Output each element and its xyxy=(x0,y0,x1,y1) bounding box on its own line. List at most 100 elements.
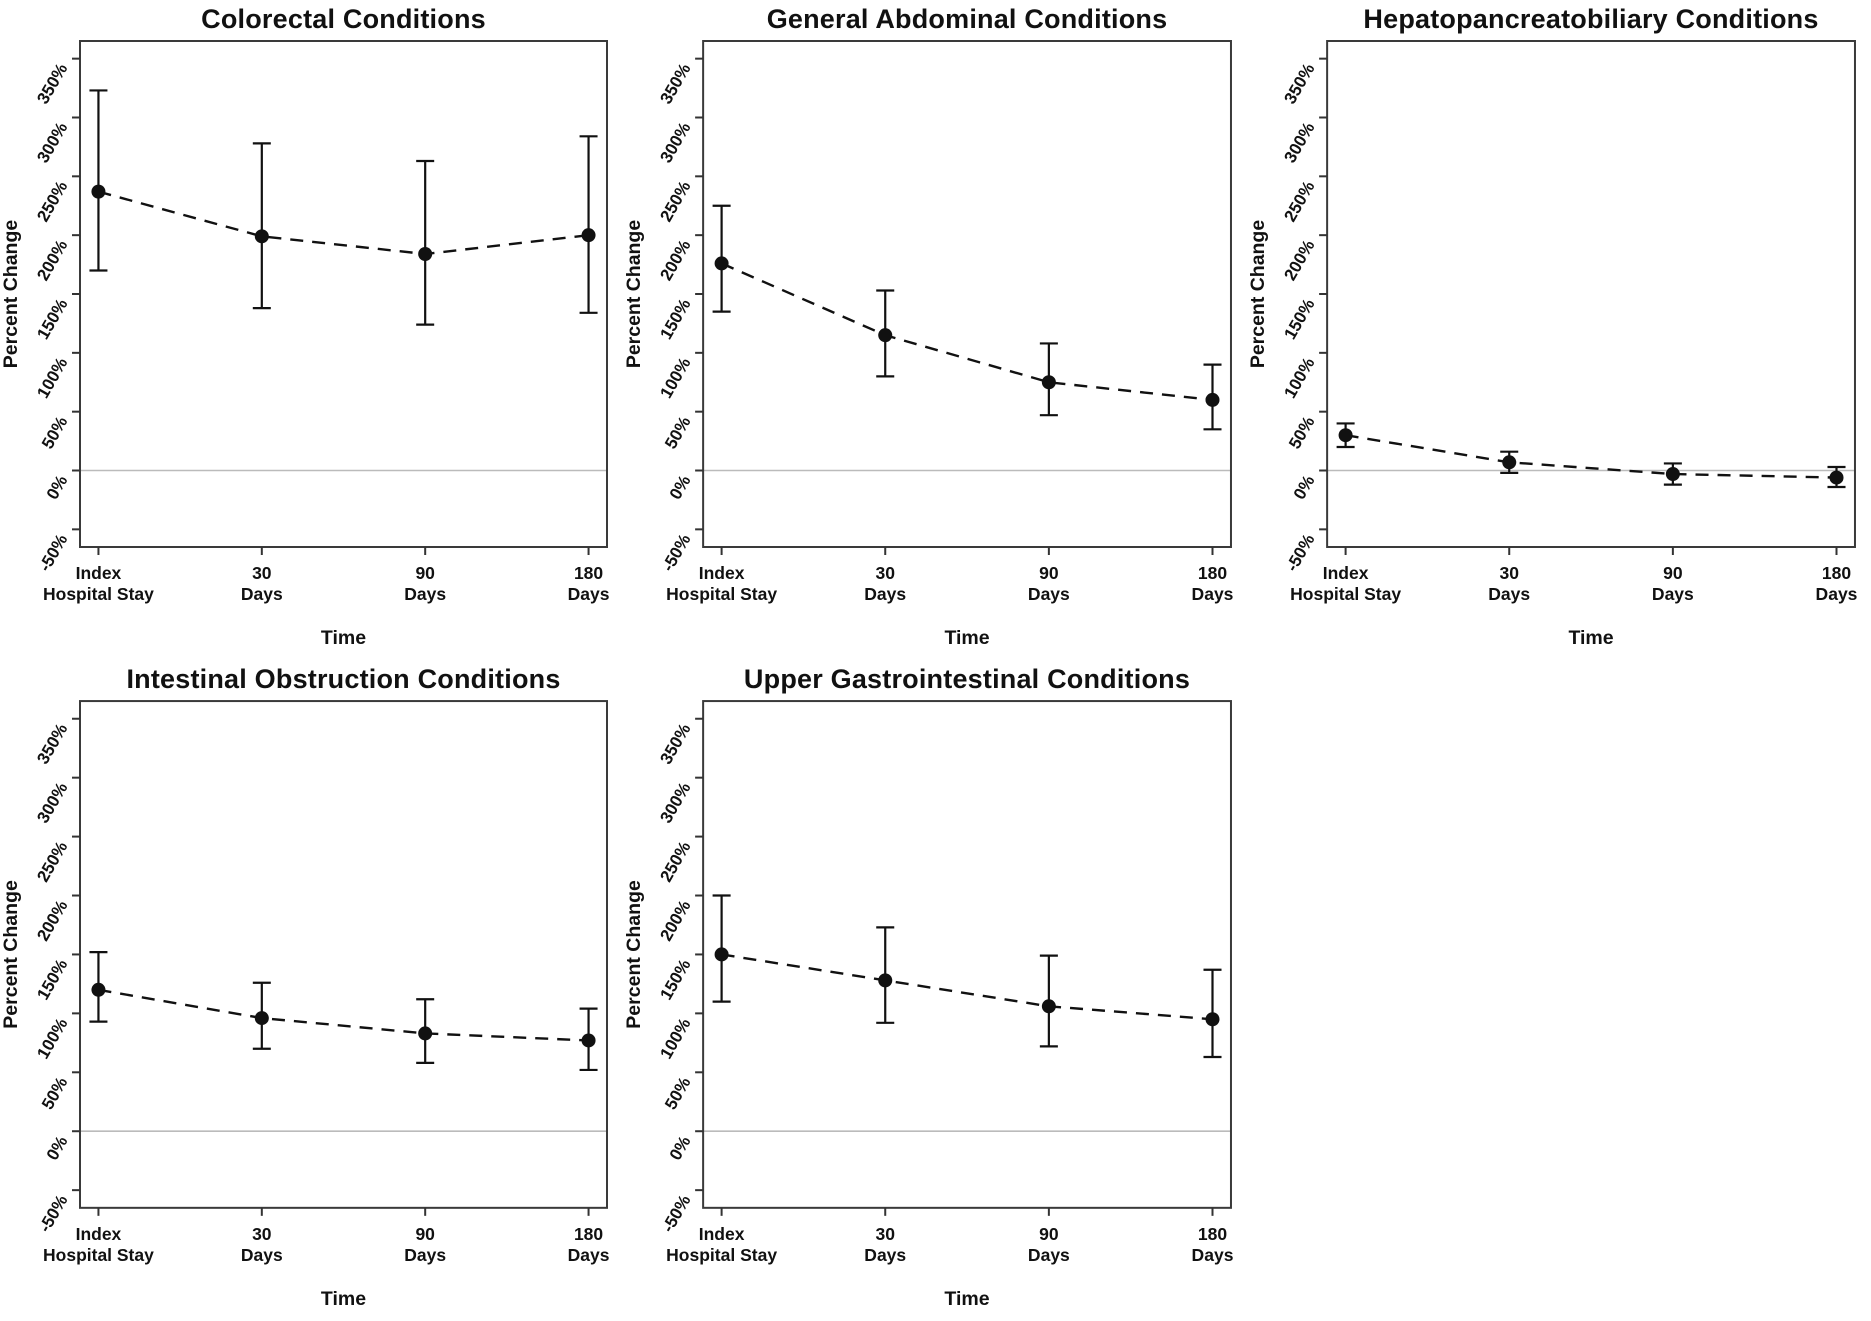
axes-group: -50% 0% 50% 100% 150% 200% 250% 300% 350% IndexHo… xyxy=(623,700,1234,1310)
x-category-label-line1: 30 xyxy=(1499,563,1519,583)
y-tick-label: 50% xyxy=(38,1074,71,1113)
y-axis-title: Percent Change xyxy=(623,220,645,368)
x-axis-title: Time xyxy=(321,1288,366,1310)
y-tick-label: 350% xyxy=(656,720,694,767)
error-bar xyxy=(579,135,598,314)
y-axis-title: Percent Change xyxy=(623,880,645,1029)
x-category-label-line2: Days xyxy=(1192,1245,1234,1265)
y-axis-title: Percent Change xyxy=(0,880,22,1029)
data-point-marker xyxy=(1041,375,1056,390)
y-tick-label: 150% xyxy=(1280,296,1318,343)
data-group xyxy=(712,204,1222,431)
chart-hepatopancreatobiliary: -50% 0% 50% 100% 150% 200% 250% 300% 350% IndexHo… xyxy=(1247,40,1858,649)
x-category-label-line1: Index xyxy=(76,1224,122,1244)
data-point-marker xyxy=(714,947,729,962)
y-tick-label: 250% xyxy=(656,838,694,885)
y-tick-label: 350% xyxy=(656,60,694,107)
plot-box xyxy=(702,700,1232,1209)
y-tick-label: 100% xyxy=(33,1015,71,1062)
chart-upper-gastrointestinal: -50% 0% 50% 100% 150% 200% 250% 300% 350% IndexHo… xyxy=(623,700,1234,1310)
x-category-label-line2: Days xyxy=(241,584,283,604)
trend-dashed-line xyxy=(721,953,1213,1021)
x-category-label-line2: Hospital Stay xyxy=(1290,584,1401,604)
x-category-label-line2: Days xyxy=(404,584,446,604)
error-bar xyxy=(252,142,271,310)
y-tick-label: -50% xyxy=(1282,531,1318,575)
empty-grid-cell xyxy=(1247,660,1871,1321)
x-axis-title: Time xyxy=(944,1288,989,1310)
y-tick-label: 100% xyxy=(1280,354,1318,401)
x-category-label-line2: Days xyxy=(1488,584,1530,604)
y-tick-label: 50% xyxy=(38,413,71,452)
data-point-marker xyxy=(254,1011,269,1026)
data-point-marker xyxy=(1829,470,1844,485)
axes-group: -50% 0% 50% 100% 150% 200% 250% 300% 350% IndexHo… xyxy=(623,40,1234,649)
panel-title-hepatopancreatobiliary: Hepatopancreatobiliary Conditions xyxy=(1363,4,1819,34)
x-category-label-line1: 180 xyxy=(1198,563,1227,583)
data-point-marker xyxy=(1502,455,1517,470)
y-tick-label: 250% xyxy=(1280,178,1318,225)
y-tick-label: 300% xyxy=(656,119,694,166)
y-tick-label: 100% xyxy=(656,1015,694,1062)
x-category-label-line2: Days xyxy=(1192,584,1234,604)
data-group xyxy=(89,89,598,326)
data-point-marker xyxy=(581,1033,596,1048)
x-category-label-line1: 90 xyxy=(1039,1224,1059,1244)
x-category-label-line2: Days xyxy=(241,1245,283,1265)
y-tick-label: 300% xyxy=(1280,119,1318,166)
x-category-label-line1: Index xyxy=(76,563,122,583)
panel-upper-gastrointestinal: Upper Gastrointestinal Conditions -50% 0%… xyxy=(623,660,1247,1321)
y-tick-label: 200% xyxy=(656,897,694,944)
y-tick-label: 50% xyxy=(661,1074,694,1113)
chart-intestinal-obstruction: -50% 0% 50% 100% 150% 200% 250% 300% 350% IndexHo… xyxy=(0,700,610,1310)
data-group xyxy=(712,894,1222,1059)
x-category-label-line1: 90 xyxy=(415,1224,435,1244)
x-category-label-line1: 180 xyxy=(574,563,603,583)
y-tick-label: 150% xyxy=(656,296,694,343)
data-point-marker xyxy=(1205,392,1220,407)
x-axis-title: Time xyxy=(321,627,366,649)
y-tick-label: 150% xyxy=(33,296,71,343)
y-tick-label: 150% xyxy=(656,956,694,1003)
panel-colorectal: Colorectal Conditions -50% 0% 50% 100% 150% 2… xyxy=(0,0,623,660)
panel-general-abdominal: General Abdominal Conditions -50% 0% 50% 10… xyxy=(623,0,1247,660)
data-point-marker xyxy=(1338,428,1353,443)
trend-dashed-line xyxy=(98,190,589,256)
x-category-label-line2: Days xyxy=(864,584,906,604)
panel-title-upper-gastrointestinal: Upper Gastrointestinal Conditions xyxy=(743,664,1191,694)
data-point-marker xyxy=(418,1026,433,1041)
x-category-label-line1: 30 xyxy=(875,563,895,583)
error-bar xyxy=(416,159,435,326)
data-point-marker xyxy=(878,973,893,988)
y-tick-label: 300% xyxy=(33,779,71,826)
y-tick-label: -50% xyxy=(35,531,71,575)
y-axis-title: Percent Change xyxy=(0,220,22,369)
chart-colorectal: -50% 0% 50% 100% 150% 200% 250% 300% 350% IndexHo… xyxy=(0,40,610,649)
x-category-label-line2: Hospital Stay xyxy=(666,584,777,604)
y-tick-label: 350% xyxy=(1280,60,1318,107)
y-tick-label: -50% xyxy=(658,1192,694,1236)
data-point-marker xyxy=(1665,467,1680,482)
panel-hepatopancreatobiliary: Hepatopancreatobiliary Conditions -50% 0%… xyxy=(1247,0,1871,660)
x-category-label-line1: 180 xyxy=(574,1224,603,1244)
panel-title-colorectal: Colorectal Conditions xyxy=(201,4,486,34)
y-tick-label: 0% xyxy=(43,1133,72,1164)
data-point-marker xyxy=(878,328,893,343)
x-category-label-line2: Hospital Stay xyxy=(43,584,154,604)
x-category-label-line1: 180 xyxy=(1822,563,1851,583)
data-group xyxy=(89,950,598,1072)
y-tick-label: 250% xyxy=(656,178,694,225)
x-category-label-line1: 90 xyxy=(415,563,435,583)
y-tick-label: 0% xyxy=(43,472,72,503)
x-category-label-line2: Days xyxy=(1028,584,1070,604)
x-axis-title: Time xyxy=(1568,627,1613,649)
x-category-label-line2: Days xyxy=(568,1245,610,1265)
y-tick-label: -50% xyxy=(658,531,694,575)
y-tick-label: 200% xyxy=(656,237,694,284)
panel-title-general-abdominal: General Abdominal Conditions xyxy=(766,4,1168,34)
data-point-marker xyxy=(418,246,433,261)
chart-general-abdominal: -50% 0% 50% 100% 150% 200% 250% 300% 350% IndexHo… xyxy=(623,40,1234,649)
y-tick-label: 50% xyxy=(661,413,694,452)
data-point-marker xyxy=(91,184,106,199)
